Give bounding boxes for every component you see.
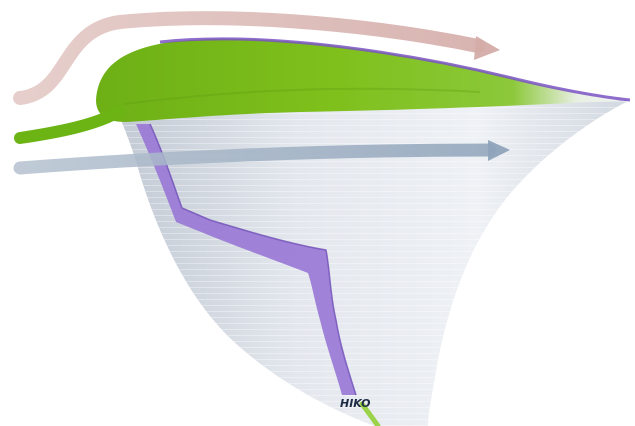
funnel-body <box>120 100 630 426</box>
top-flow-arrow <box>13 11 500 105</box>
middle-flow-arrow <box>13 140 510 175</box>
arrow-right-icon <box>488 140 510 161</box>
hiko-label: HIKO <box>340 397 370 410</box>
purple-flow-band <box>136 123 357 396</box>
green-stem <box>359 401 381 426</box>
arrow-right-icon <box>474 36 500 60</box>
green-leaf <box>14 37 631 144</box>
